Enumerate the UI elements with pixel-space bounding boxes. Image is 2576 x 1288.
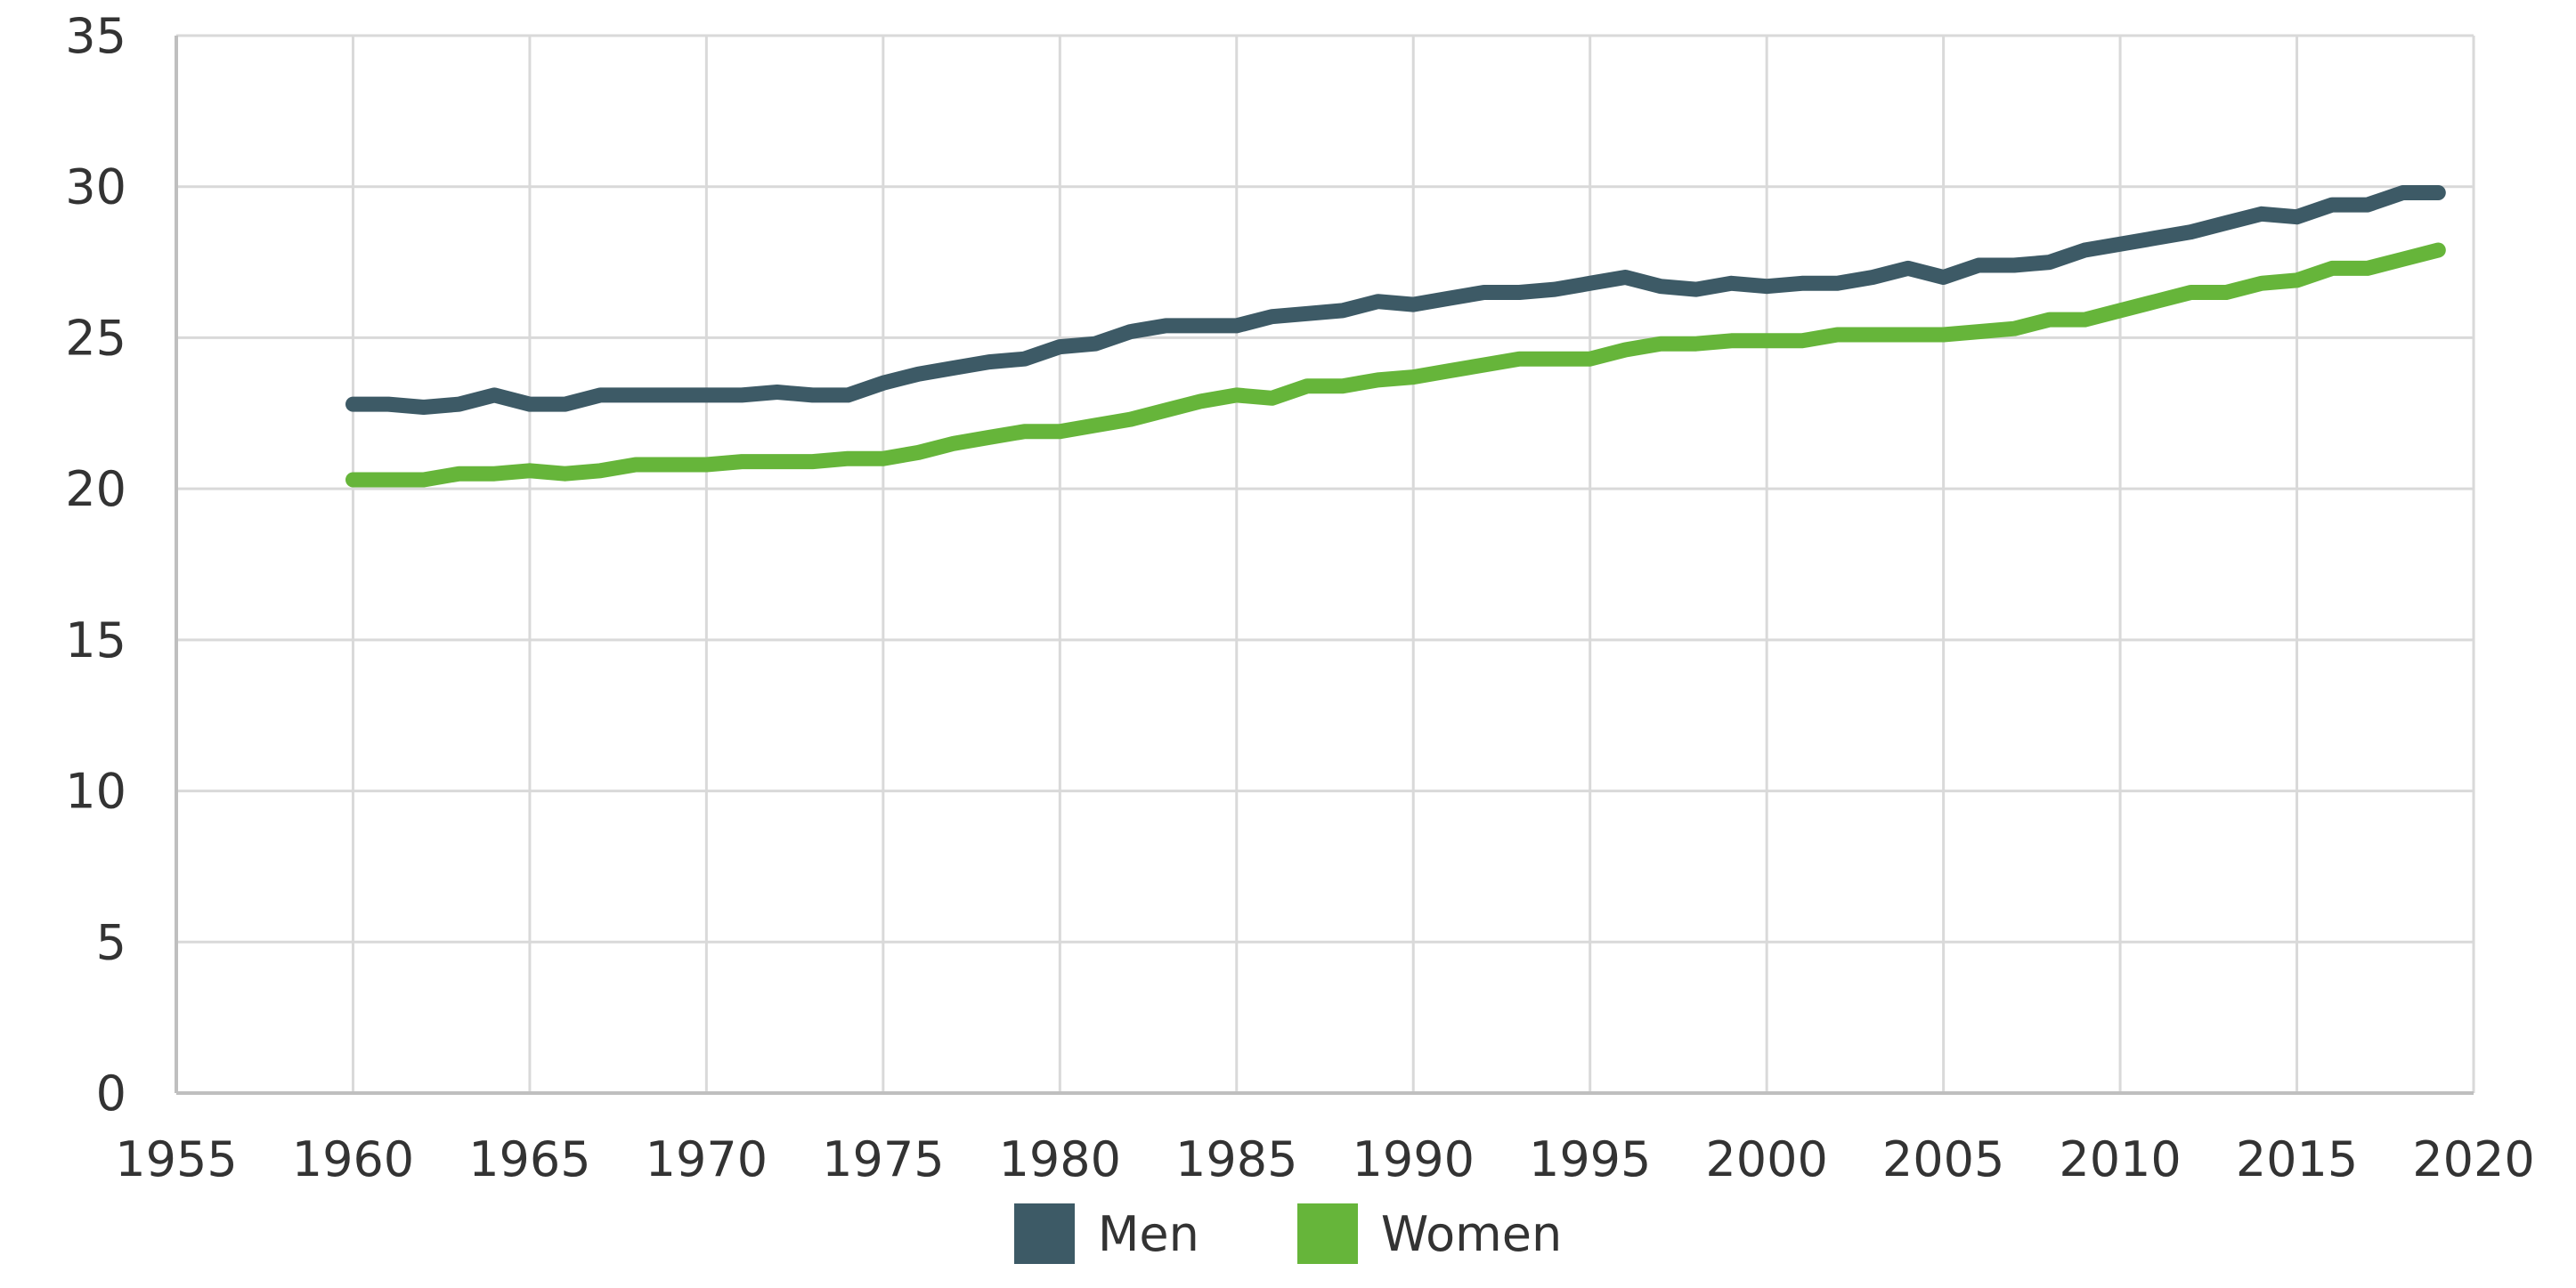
x-tick-label-1970: 1970 — [646, 1131, 768, 1187]
y-tick-label-25: 25 — [65, 310, 126, 366]
legend-swatch-men — [1013, 1203, 1075, 1264]
x-tick-label-2015: 2015 — [2236, 1131, 2358, 1187]
axes — [175, 36, 2474, 1095]
y-tick-label-20: 20 — [65, 461, 126, 517]
y-tick-label-10: 10 — [65, 764, 126, 820]
legend-item-women: Women — [1296, 1203, 1563, 1264]
legend-swatch-women — [1296, 1203, 1358, 1264]
y-tick-label-15: 15 — [65, 612, 126, 668]
series-line-women — [345, 242, 2446, 488]
x-tick-label-1980: 1980 — [999, 1131, 1121, 1187]
x-tick-label-1995: 1995 — [1529, 1131, 1651, 1187]
legend-label-men: Men — [1097, 1205, 1199, 1262]
x-tick-label-2005: 2005 — [1882, 1131, 2004, 1187]
x-tick-label-2020: 2020 — [2412, 1131, 2534, 1187]
x-tick-label-1975: 1975 — [822, 1131, 944, 1187]
y-tick-label-30: 30 — [65, 159, 126, 215]
tick-labels: 1955 1960 1965 1970 1975 1980 1985 1990 1995 2000… — [65, 8, 2534, 1187]
x-tick-label-1965: 1965 — [468, 1131, 590, 1187]
y-tick-label-5: 5 — [96, 914, 126, 970]
y-tick-label-0: 0 — [96, 1065, 126, 1122]
grid-lines — [175, 34, 2475, 1095]
legend-label-women: Women — [1380, 1205, 1563, 1262]
y-tick-label-35: 35 — [65, 8, 126, 64]
legend-item-men: Men — [1013, 1203, 1199, 1264]
x-tick-label-1955: 1955 — [115, 1131, 237, 1187]
x-tick-label-2010: 2010 — [2059, 1131, 2181, 1187]
x-tick-label-1960: 1960 — [292, 1131, 414, 1187]
series-line-men — [345, 185, 2446, 415]
x-tick-label-1985: 1985 — [1175, 1131, 1297, 1187]
legend: Men Women — [0, 1203, 2576, 1264]
x-tick-label-1990: 1990 — [1353, 1131, 1475, 1187]
x-tick-label-2000: 2000 — [1705, 1131, 1827, 1187]
series-lines — [345, 185, 2446, 488]
